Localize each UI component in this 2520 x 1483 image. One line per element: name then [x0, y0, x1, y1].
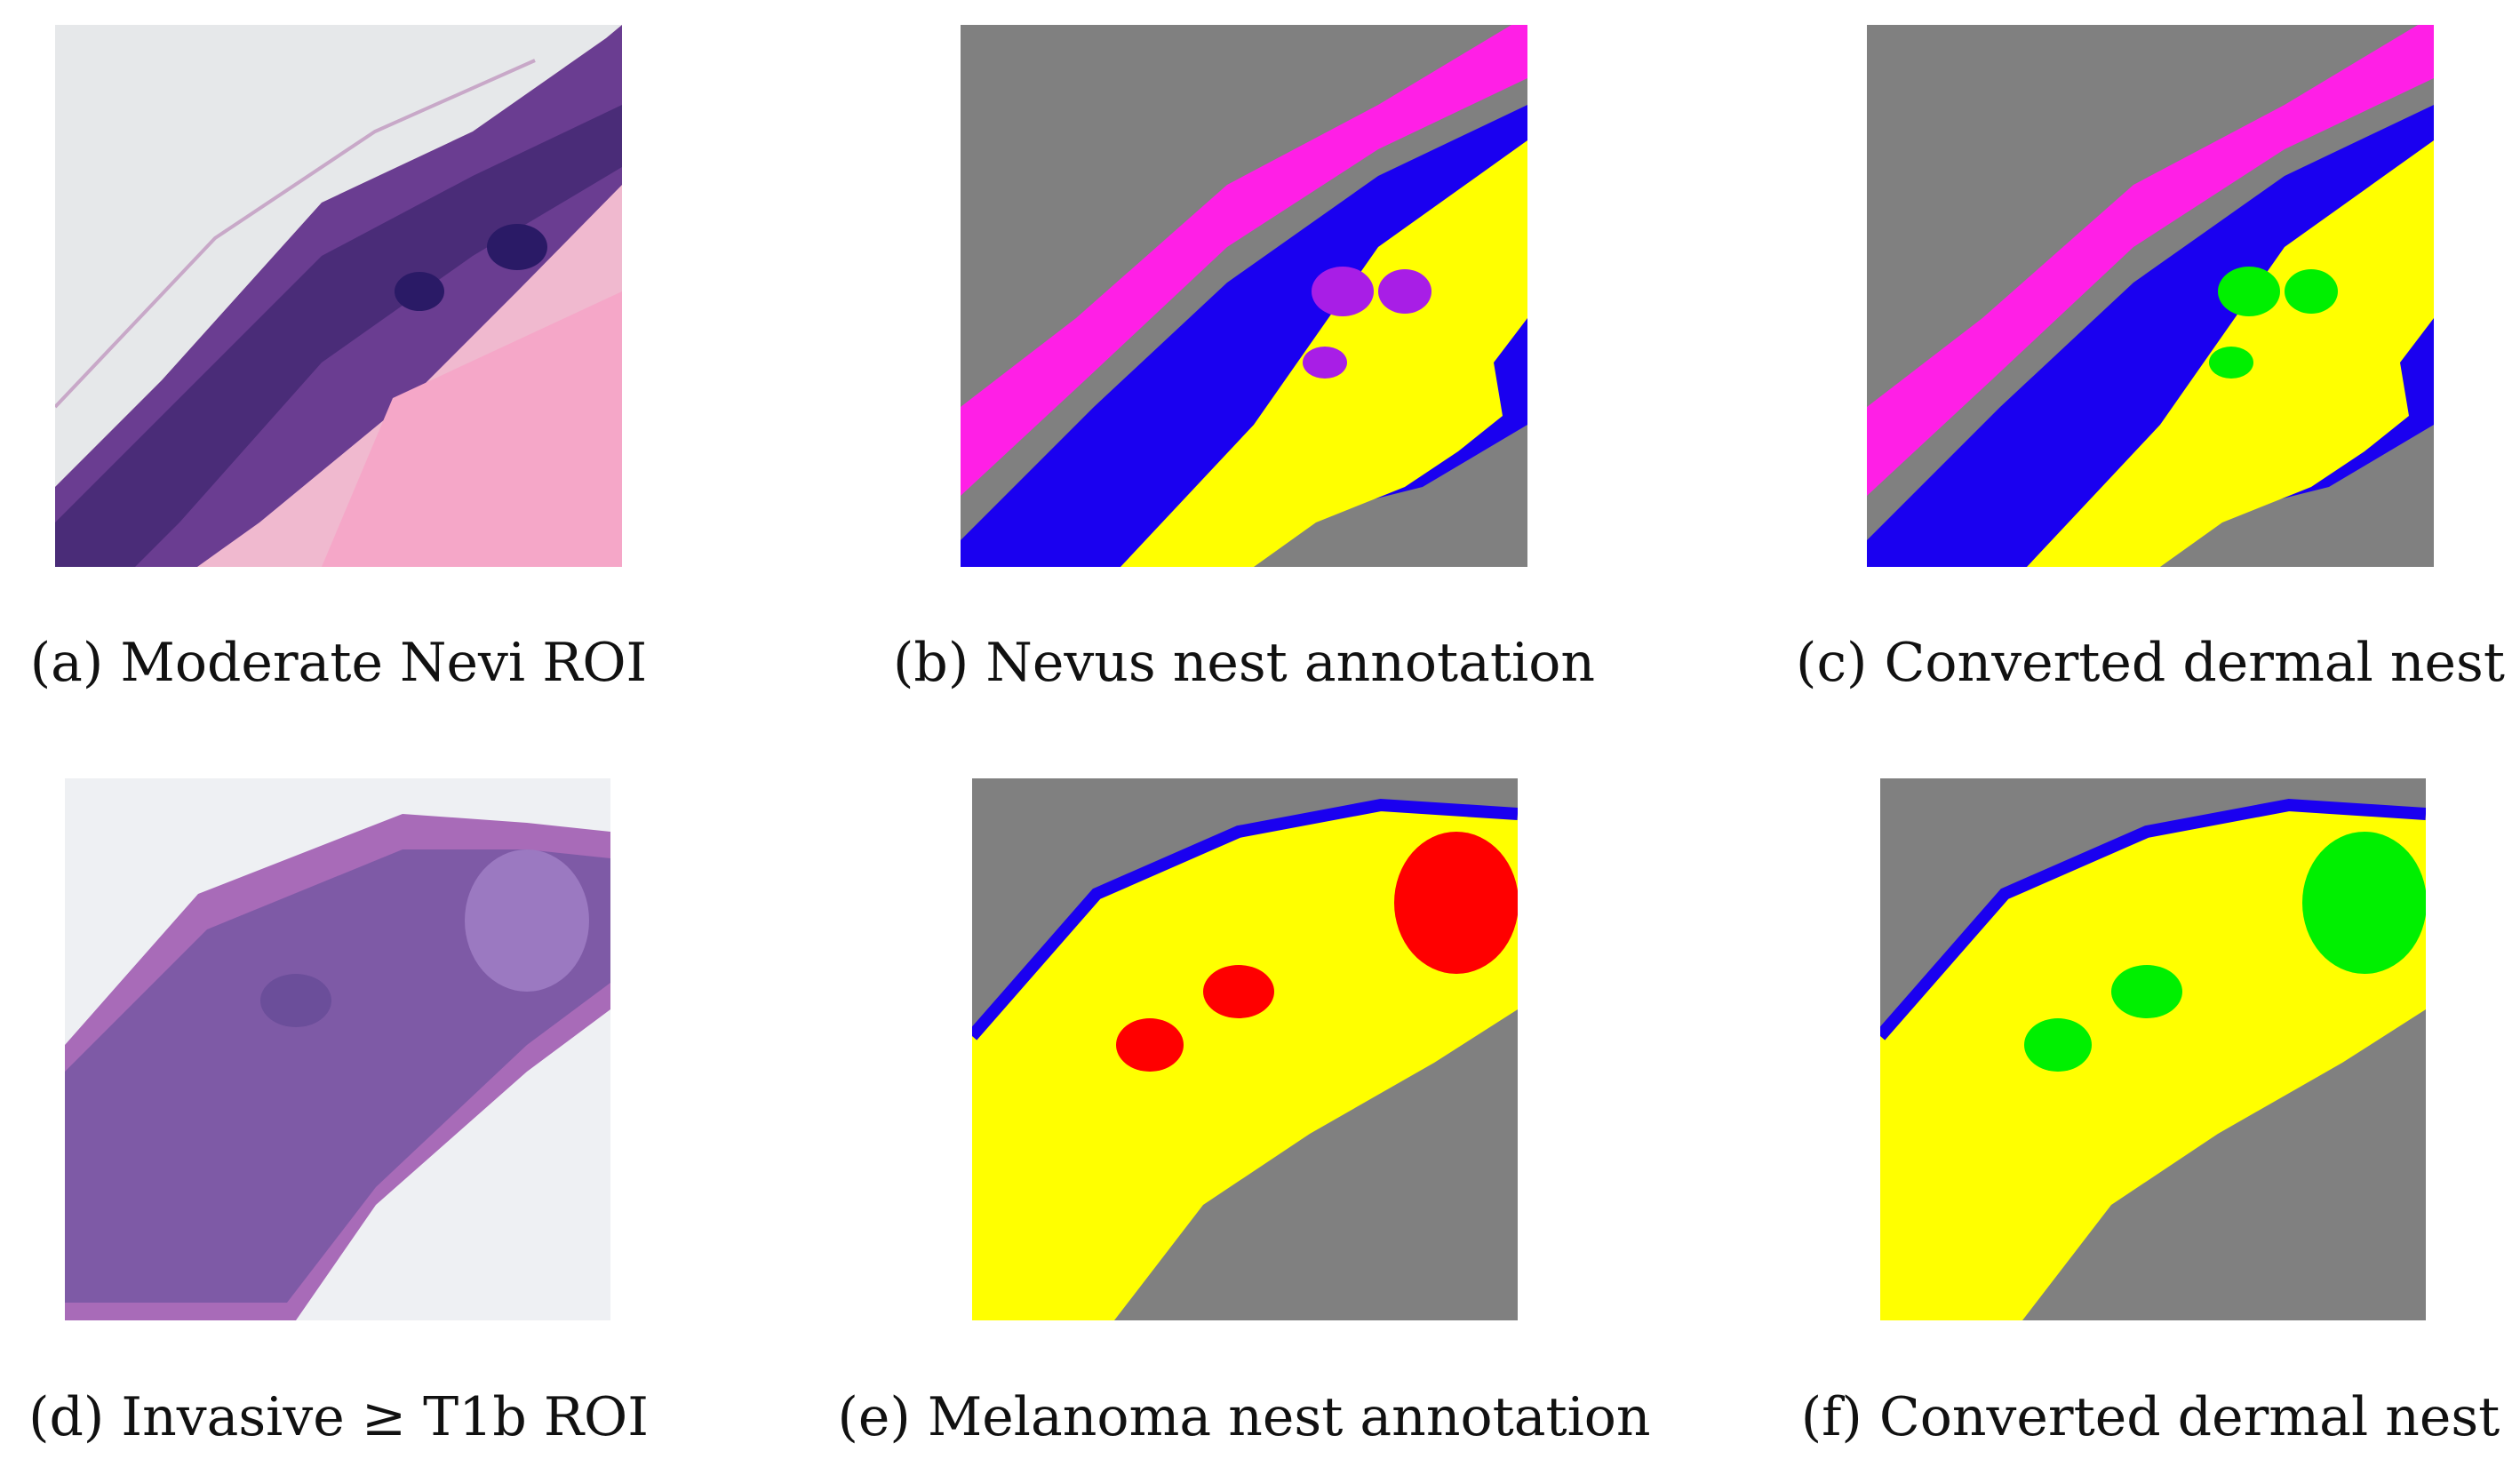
caption-e: (e) Melanoma nest annotation — [837, 1386, 1651, 1448]
panel-a-histology-image — [55, 25, 622, 567]
caption-a: (a) Moderate Nevi ROI — [29, 632, 648, 694]
caption-d: (d) Invasive ≥ T1b ROI — [28, 1386, 649, 1448]
panel-f-dermal-nest-annotation — [1880, 778, 2426, 1320]
caption-f: (f) Converted dermal nest — [1800, 1386, 2500, 1448]
panel-b-nevus-annotation — [961, 25, 1527, 567]
panel-d-histology-image — [65, 778, 610, 1320]
caption-c: (c) Converted dermal nest — [1796, 632, 2505, 694]
caption-b: (b) Nevus nest annotation — [893, 632, 1595, 694]
panel-c-dermal-nest-annotation — [1867, 25, 2434, 567]
panel-e-melanoma-annotation — [972, 778, 1518, 1320]
